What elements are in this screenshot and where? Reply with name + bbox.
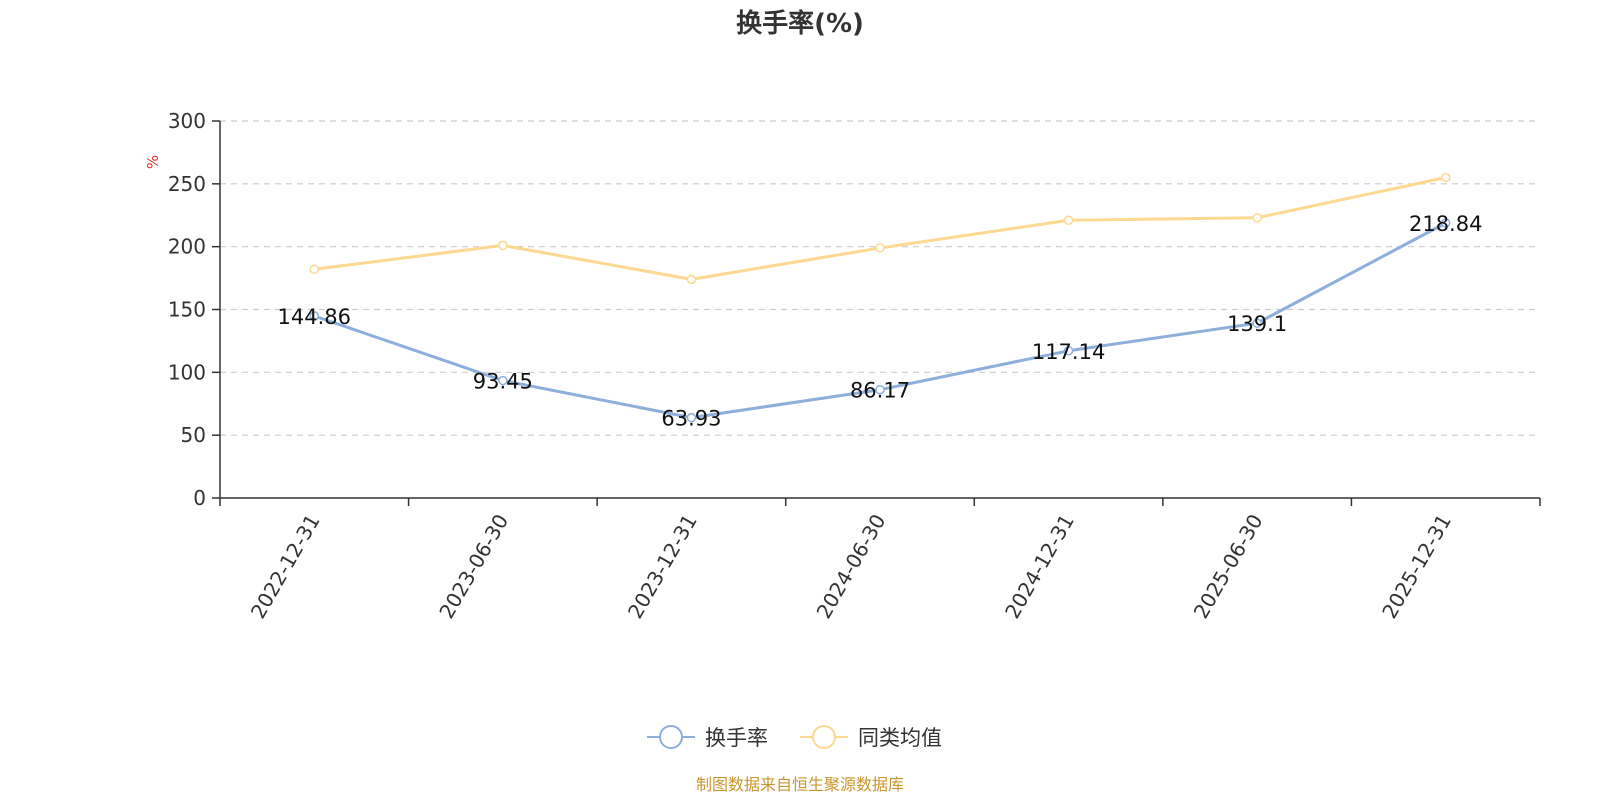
x-tick-label: 2023-06-30 (434, 510, 513, 623)
y-tick-label: 300 (168, 109, 206, 133)
legend-circle-icon (812, 725, 836, 749)
x-axis-ticks: 2022-12-31 2023-06-30 2023-12-31 2024-06-30… (219, 498, 1541, 623)
x-tick-label: 2025-06-30 (1189, 510, 1268, 623)
x-tick-label: 2025-12-31 (1377, 510, 1456, 623)
legend-label: 同类均值 (858, 726, 942, 750)
y-axis-unit-label: % (144, 155, 162, 169)
chart-title: 换手率(%) (736, 8, 864, 39)
data-labels: 144.86 93.45 63.93 86.17 117.14 139.1 218.84 (278, 212, 1483, 431)
series-group (309, 172, 1451, 423)
y-tick-label: 200 (168, 235, 206, 259)
turnover-point[interactable] (686, 412, 697, 423)
turnover-point[interactable] (875, 384, 885, 395)
y-tick-label: 100 (168, 360, 206, 384)
y-tick-label: 150 (168, 298, 206, 322)
x-tick-label: 2024-06-30 (811, 510, 890, 623)
x-tick-label: 2023-12-31 (623, 510, 702, 623)
series-line-peer-average (314, 176, 1447, 281)
peer-average-point[interactable] (1063, 215, 1074, 226)
turnover-point[interactable] (1063, 346, 1074, 356)
y-tick-label: 0 (193, 486, 206, 510)
peer-average-point[interactable] (1252, 213, 1262, 223)
data-label: 93.45 (473, 370, 533, 394)
turnover-point[interactable] (1440, 218, 1451, 228)
legend[interactable]: 换手率 同类均值 (647, 725, 942, 750)
data-label: 86.17 (850, 379, 910, 403)
turnover-point[interactable] (309, 311, 320, 321)
legend-label: 换手率 (705, 726, 768, 750)
data-label: 139.1 (1227, 312, 1287, 336)
peer-average-point[interactable] (498, 240, 508, 251)
legend-item-turnover[interactable]: 换手率 (647, 725, 768, 750)
peer-average-point[interactable] (686, 274, 697, 285)
turnover-point[interactable] (1252, 318, 1262, 328)
peer-average-point[interactable] (875, 243, 885, 253)
data-label: 144.86 (278, 305, 351, 329)
y-tick-label: 250 (168, 172, 206, 196)
gridlines (220, 120, 1540, 436)
data-label: 63.93 (661, 407, 721, 431)
legend-circle-icon (659, 725, 683, 749)
y-axis-ticks: 0 50 100 150 200 250 300 (168, 109, 220, 510)
peer-average-point[interactable] (1440, 172, 1451, 183)
data-label: 117.14 (1032, 340, 1105, 364)
x-tick-label: 2022-12-31 (246, 510, 325, 623)
x-tick-label: 2024-12-31 (1000, 510, 1079, 623)
legend-item-peer-average[interactable]: 同类均值 (800, 725, 942, 750)
peer-average-point[interactable] (309, 264, 320, 275)
data-label: 218.84 (1409, 212, 1482, 236)
data-source-note: 制图数据来自恒生聚源数据库 (696, 775, 904, 794)
y-tick-label: 50 (181, 423, 206, 447)
turnover-point[interactable] (498, 375, 508, 386)
